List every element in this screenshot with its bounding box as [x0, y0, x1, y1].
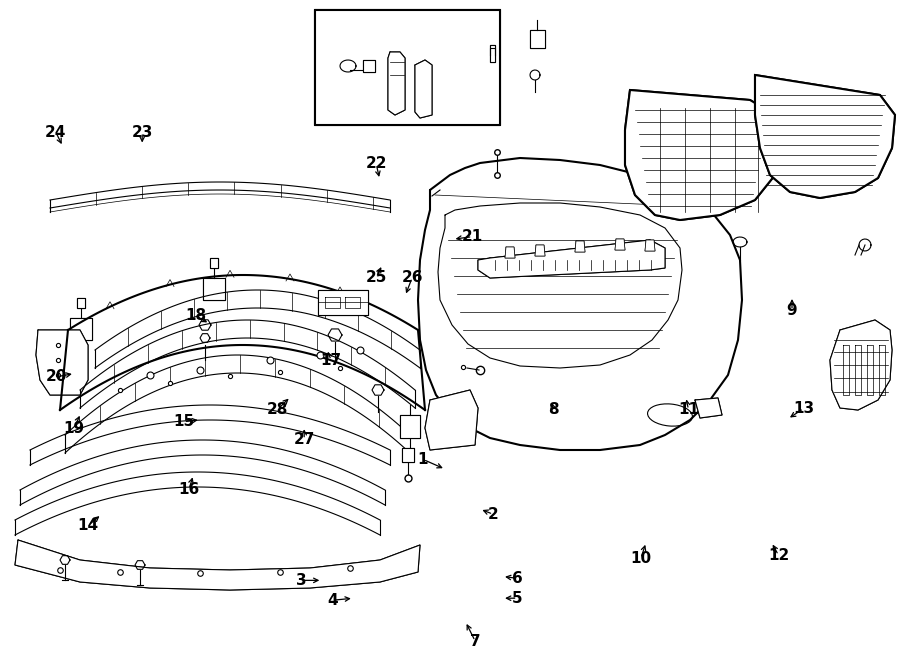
Polygon shape: [363, 60, 375, 72]
Text: 5: 5: [512, 591, 523, 605]
Text: 20: 20: [46, 369, 68, 384]
Polygon shape: [70, 318, 92, 340]
Text: 13: 13: [793, 401, 814, 416]
Polygon shape: [400, 415, 420, 438]
Text: 21: 21: [462, 229, 483, 244]
Polygon shape: [530, 30, 545, 48]
Text: 12: 12: [768, 548, 789, 563]
Text: 11: 11: [678, 403, 699, 417]
Polygon shape: [425, 390, 478, 450]
Polygon shape: [490, 45, 495, 62]
Text: 18: 18: [185, 309, 207, 323]
Polygon shape: [402, 448, 414, 462]
Text: 6: 6: [512, 571, 523, 586]
Ellipse shape: [648, 404, 692, 426]
Polygon shape: [415, 60, 432, 118]
Text: 28: 28: [266, 403, 288, 417]
Text: 3: 3: [296, 573, 307, 588]
Text: 9: 9: [787, 303, 797, 318]
Polygon shape: [645, 240, 655, 251]
Text: 16: 16: [178, 482, 200, 496]
Text: 10: 10: [630, 551, 652, 566]
Polygon shape: [36, 330, 88, 395]
Polygon shape: [203, 278, 225, 300]
Text: 27: 27: [293, 432, 315, 447]
Polygon shape: [535, 245, 545, 256]
Text: 1: 1: [418, 452, 428, 467]
Polygon shape: [478, 240, 665, 278]
Text: 15: 15: [173, 414, 194, 429]
Text: 8: 8: [548, 403, 559, 417]
Polygon shape: [505, 247, 515, 258]
Polygon shape: [755, 75, 895, 198]
Polygon shape: [615, 239, 625, 250]
Text: 25: 25: [365, 270, 387, 285]
Polygon shape: [388, 52, 405, 115]
Polygon shape: [315, 10, 500, 125]
Polygon shape: [77, 298, 85, 308]
Polygon shape: [575, 241, 585, 252]
Text: 7: 7: [470, 634, 481, 648]
Text: 2: 2: [488, 507, 499, 522]
Text: 14: 14: [77, 518, 99, 533]
Text: 26: 26: [401, 270, 423, 285]
Polygon shape: [210, 258, 218, 268]
Text: 17: 17: [320, 353, 342, 368]
Text: 4: 4: [328, 593, 338, 607]
Polygon shape: [625, 90, 780, 220]
Text: 22: 22: [365, 157, 387, 171]
Text: 23: 23: [131, 125, 153, 139]
Polygon shape: [318, 290, 368, 315]
Text: 19: 19: [63, 421, 85, 436]
Polygon shape: [695, 398, 722, 418]
Polygon shape: [830, 320, 892, 410]
Text: 24: 24: [45, 125, 67, 139]
Polygon shape: [15, 540, 420, 590]
